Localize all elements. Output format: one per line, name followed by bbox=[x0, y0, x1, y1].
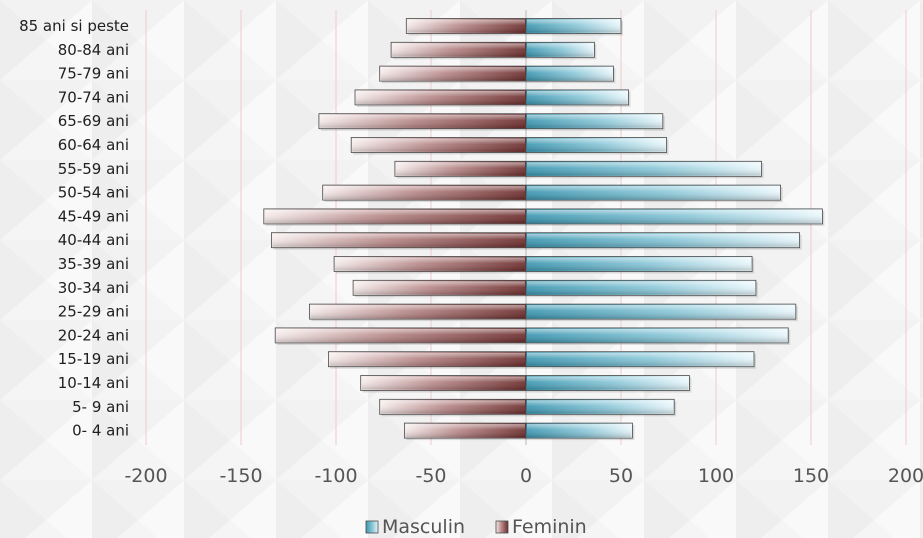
bar-masculin bbox=[525, 160, 764, 179]
x-tick-label: -150 bbox=[219, 465, 262, 487]
category-label: 80-84 ani bbox=[58, 41, 129, 59]
bar-feminin bbox=[333, 256, 528, 274]
legend-item-masculin[interactable]: Masculin bbox=[365, 516, 465, 538]
category-label: 55-59 ani bbox=[58, 160, 129, 178]
category-label: 15-19 ani bbox=[58, 350, 129, 368]
bar-feminin bbox=[270, 232, 528, 250]
x-tick-label: 50 bbox=[609, 465, 633, 487]
x-tick-label: 100 bbox=[698, 465, 734, 487]
bar-masculin bbox=[525, 279, 758, 298]
bar-masculin bbox=[525, 375, 692, 393]
category-label: 85 ani si peste bbox=[19, 17, 129, 35]
bar-feminin bbox=[405, 18, 528, 36]
category-label: 10-14 ani bbox=[58, 374, 129, 392]
category-label: 45-49 ani bbox=[58, 207, 129, 225]
bar-masculin bbox=[525, 303, 798, 322]
bar-masculin bbox=[525, 41, 597, 60]
bar-feminin bbox=[360, 375, 528, 393]
bars bbox=[263, 18, 825, 441]
legend-label: Feminin bbox=[512, 516, 587, 538]
legend-swatch bbox=[365, 520, 379, 534]
bar-masculin bbox=[525, 232, 802, 250]
bar-masculin bbox=[525, 18, 623, 36]
bar-feminin bbox=[352, 279, 528, 298]
category-label: 5- 9 ani bbox=[72, 398, 129, 416]
bar-feminin bbox=[354, 89, 528, 107]
category-label: 0- 4 ani bbox=[72, 422, 129, 440]
bar-masculin bbox=[525, 184, 783, 203]
bar-masculin bbox=[525, 137, 669, 155]
bar-feminin bbox=[390, 41, 528, 60]
legend-swatch bbox=[495, 520, 509, 534]
gridlines bbox=[145, 10, 907, 445]
category-label: 65-69 ani bbox=[58, 112, 129, 130]
legend-label: Masculin bbox=[382, 516, 465, 538]
bar-masculin bbox=[525, 256, 755, 274]
category-label: 20-24 ani bbox=[58, 326, 129, 344]
bar-feminin bbox=[263, 208, 528, 226]
x-tick-label: -100 bbox=[314, 465, 357, 487]
category-label: 75-79 ani bbox=[58, 65, 129, 83]
x-tick-label: -200 bbox=[124, 465, 167, 487]
bar-feminin bbox=[327, 351, 528, 369]
category-labels: 85 ani si peste 80-84 ani 75-79 ani 70-74 a… bbox=[19, 17, 129, 440]
category-label: 40-44 ani bbox=[58, 231, 129, 249]
bar-masculin bbox=[525, 89, 631, 107]
bar-masculin bbox=[525, 65, 616, 84]
x-axis-tick-labels: -200 -150 -100 -50 0 50 100 150 200 bbox=[124, 465, 923, 487]
bar-feminin bbox=[394, 160, 528, 179]
x-tick-label: 0 bbox=[520, 465, 532, 487]
x-tick-label: 200 bbox=[888, 465, 923, 487]
bar-feminin bbox=[350, 137, 528, 155]
bar-masculin bbox=[525, 327, 791, 345]
bar-feminin bbox=[322, 184, 528, 203]
legend-item-feminin[interactable]: Feminin bbox=[495, 516, 587, 538]
x-tick-label: -50 bbox=[415, 465, 446, 487]
category-label: 30-34 ani bbox=[58, 279, 129, 297]
category-label: 60-64 ani bbox=[58, 136, 129, 154]
category-label: 70-74 ani bbox=[58, 88, 129, 106]
bar-feminin bbox=[274, 327, 528, 345]
bar-feminin bbox=[379, 65, 528, 84]
category-label: 35-39 ani bbox=[58, 255, 129, 273]
bar-feminin bbox=[318, 113, 528, 131]
bar-masculin bbox=[525, 113, 665, 131]
bar-feminin bbox=[379, 398, 528, 417]
bar-masculin bbox=[525, 398, 677, 417]
legend[interactable]: Masculin Feminin bbox=[365, 516, 587, 538]
bar-feminin bbox=[308, 303, 528, 322]
bar-masculin bbox=[525, 351, 756, 369]
bar-masculin bbox=[525, 208, 825, 226]
category-label: 25-29 ani bbox=[58, 303, 129, 321]
bar-feminin bbox=[403, 422, 528, 441]
category-label: 50-54 ani bbox=[58, 184, 129, 202]
bar-masculin bbox=[525, 422, 635, 441]
x-tick-label: 150 bbox=[793, 465, 829, 487]
